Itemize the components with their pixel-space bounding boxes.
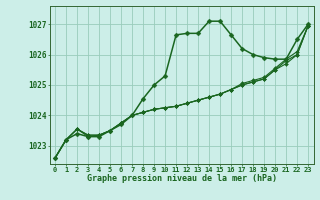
X-axis label: Graphe pression niveau de la mer (hPa): Graphe pression niveau de la mer (hPa) xyxy=(87,174,276,183)
